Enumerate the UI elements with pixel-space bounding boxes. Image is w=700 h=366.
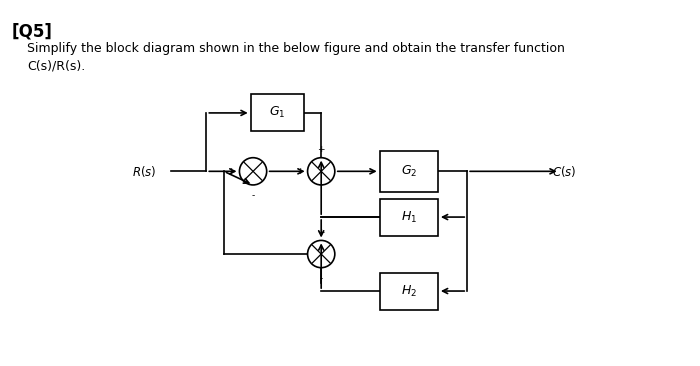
Text: $R(s)$: $R(s)$ <box>132 164 156 179</box>
Text: $C(s)$: $C(s)$ <box>552 164 577 179</box>
Circle shape <box>239 158 267 185</box>
Text: -: - <box>251 191 255 200</box>
Text: +: + <box>228 167 235 176</box>
Bar <box>379 273 438 310</box>
Bar <box>379 199 438 236</box>
Text: $H_2$: $H_2$ <box>401 284 416 299</box>
Text: $G_1$: $G_1$ <box>270 105 286 120</box>
Text: -: - <box>320 274 323 283</box>
Text: Simplify the block diagram shown in the below figure and obtain the transfer fun: Simplify the block diagram shown in the … <box>27 42 565 55</box>
Circle shape <box>307 240 335 268</box>
Text: +: + <box>317 228 325 237</box>
Text: $H_1$: $H_1$ <box>400 209 417 225</box>
Bar <box>251 94 304 131</box>
Text: $G_2$: $G_2$ <box>400 164 417 179</box>
Circle shape <box>307 158 335 185</box>
Text: +: + <box>317 145 325 154</box>
Text: [Q5]: [Q5] <box>12 22 52 40</box>
Text: +: + <box>295 167 303 176</box>
Text: C(s)/R(s).: C(s)/R(s). <box>27 59 85 72</box>
Bar <box>379 151 438 192</box>
